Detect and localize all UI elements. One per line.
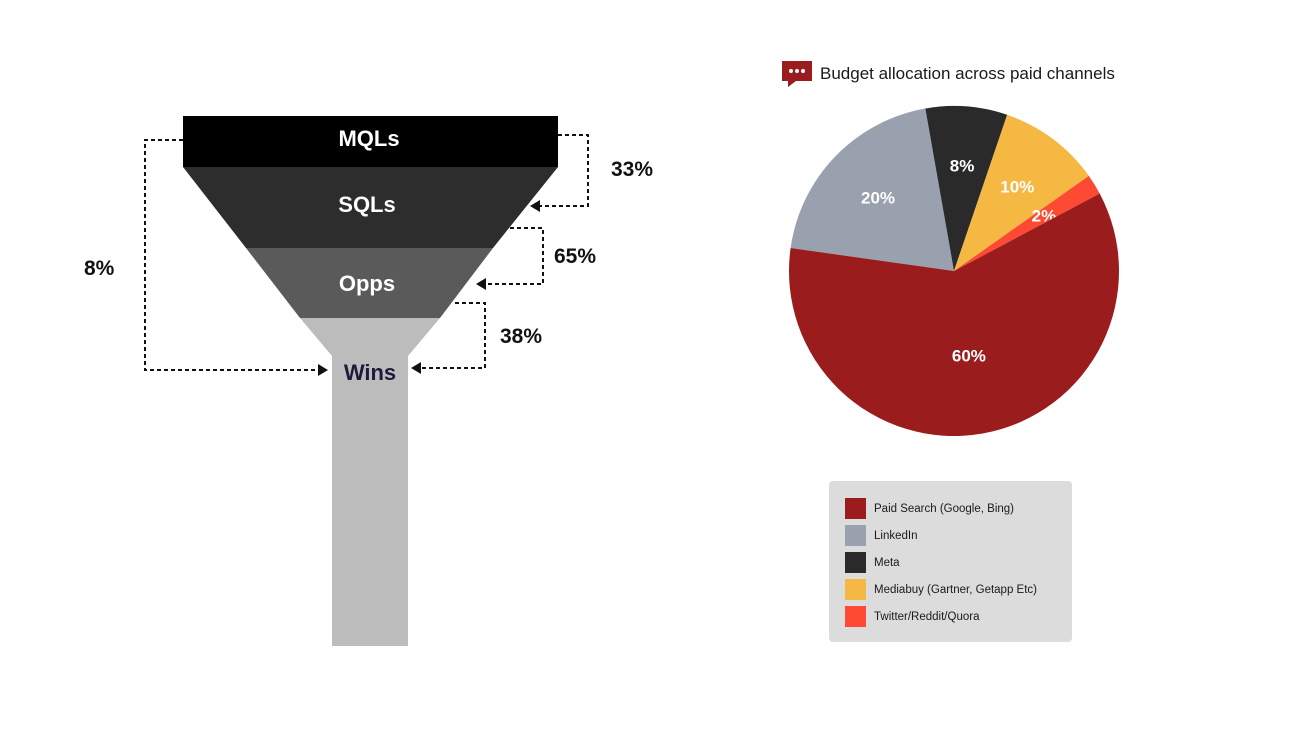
pie-label-linkedin: 20% [861, 189, 895, 208]
legend-item-meta: Meta [845, 549, 1072, 576]
legend-label-paid-search: Paid Search (Google, Bing) [874, 502, 1014, 515]
connector-opp-win [421, 302, 486, 369]
pie-slice-meta [925, 106, 1008, 271]
connector-sql-opp [486, 227, 544, 285]
pie-label-paid-search-google-bing: 60% [952, 346, 986, 365]
legend-swatch-twitter-reddit-quora [845, 606, 866, 627]
funnel-label-opps: Opps [339, 271, 395, 296]
arrowhead-mql-sql [530, 200, 540, 212]
legend-item-paid-search: Paid Search (Google, Bing) [845, 495, 1072, 522]
pie-slice-twitter-reddit-quora [954, 175, 1100, 271]
legend-swatch-mediabuy [845, 579, 866, 600]
arrowhead-mql-win [318, 364, 328, 376]
legend-item-mediabuy: Mediabuy (Gartner, Getapp Etc) [845, 576, 1072, 603]
funnel-label-mqls: MQLs [338, 126, 399, 151]
arrowhead-sql-opp [476, 278, 486, 290]
funnel-stage-wins [300, 318, 440, 646]
pie-label-mediabuy-gartner-getapp-etc: 10% [1000, 177, 1034, 196]
legend-label-meta: Meta [874, 556, 900, 569]
pie-slice-mediabuy-gartner-getapp-etc [954, 114, 1089, 271]
rate-mql-to-win: 8% [84, 257, 115, 280]
legend-swatch-linkedin [845, 525, 866, 546]
arrowhead-opp-win [411, 362, 421, 374]
pie-title-text: Budget allocation across paid channels [820, 64, 1115, 83]
legend-label-twitter-reddit-quora: Twitter/Reddit/Quora [874, 610, 980, 623]
rate-sql-to-opp: 65% [554, 245, 596, 268]
pie-legend: Paid Search (Google, Bing) LinkedIn Meta… [829, 481, 1072, 642]
funnel-label-sqls: SQLs [338, 192, 395, 217]
legend-label-mediabuy: Mediabuy (Gartner, Getapp Etc) [874, 583, 1037, 596]
pie-slice-paid-search-google-bing [789, 193, 1120, 436]
legend-swatch-paid-search [845, 498, 866, 519]
funnel-label-wins: Wins [344, 360, 396, 385]
legend-label-linkedin: LinkedIn [874, 529, 918, 542]
pie-chart-title: Budget allocation across paid channels [782, 60, 1115, 88]
funnel-stage-mqls [183, 116, 558, 167]
legend-swatch-meta [845, 552, 866, 573]
connector-mql-sql [540, 134, 589, 207]
funnel-stage-sqls [183, 167, 558, 248]
conversion-funnel: MQLs SQLs Opps Wins 33% 65% 38% 8% [84, 116, 653, 646]
legend-item-linkedin: LinkedIn [845, 522, 1072, 549]
funnel-stage-opps [246, 248, 493, 318]
rate-mql-to-sql: 33% [611, 158, 653, 181]
pie-slice-linkedin [790, 108, 954, 272]
legend-item-twitter-reddit-quora: Twitter/Reddit/Quora [845, 603, 1072, 630]
pie-label-meta: 8% [950, 157, 975, 176]
rate-opp-to-win: 38% [500, 325, 542, 348]
chat-bubble-icon [782, 61, 812, 87]
